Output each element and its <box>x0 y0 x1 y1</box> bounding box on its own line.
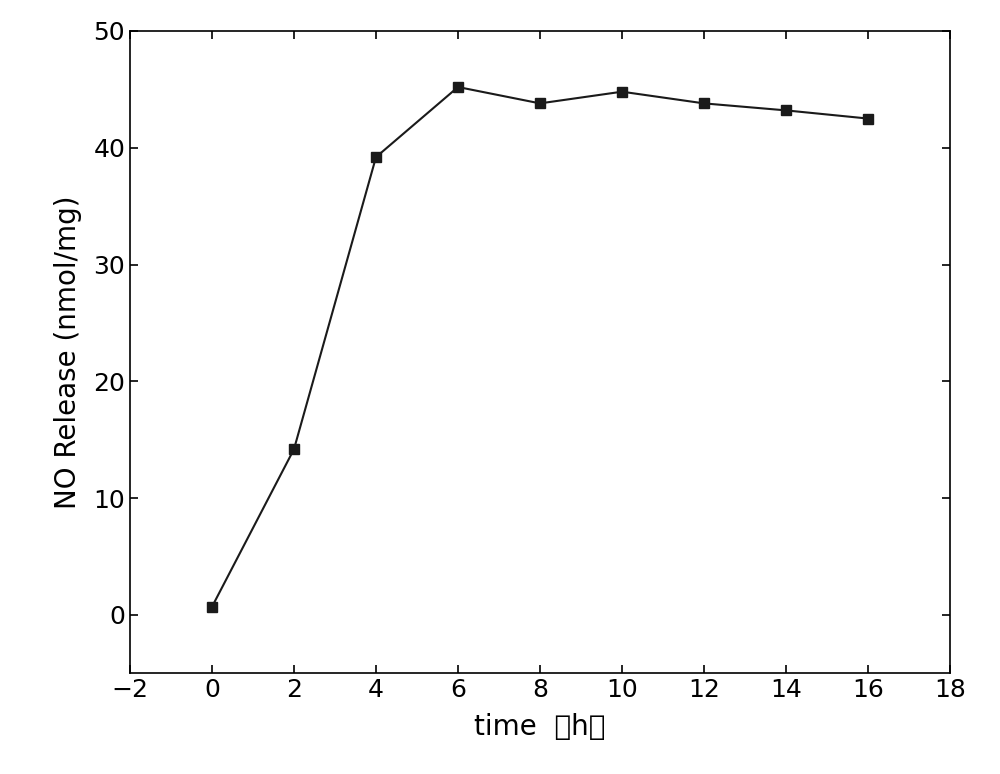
Y-axis label: NO Release (nmol/mg): NO Release (nmol/mg) <box>54 195 82 509</box>
X-axis label: time  （h）: time （h） <box>474 714 606 741</box>
